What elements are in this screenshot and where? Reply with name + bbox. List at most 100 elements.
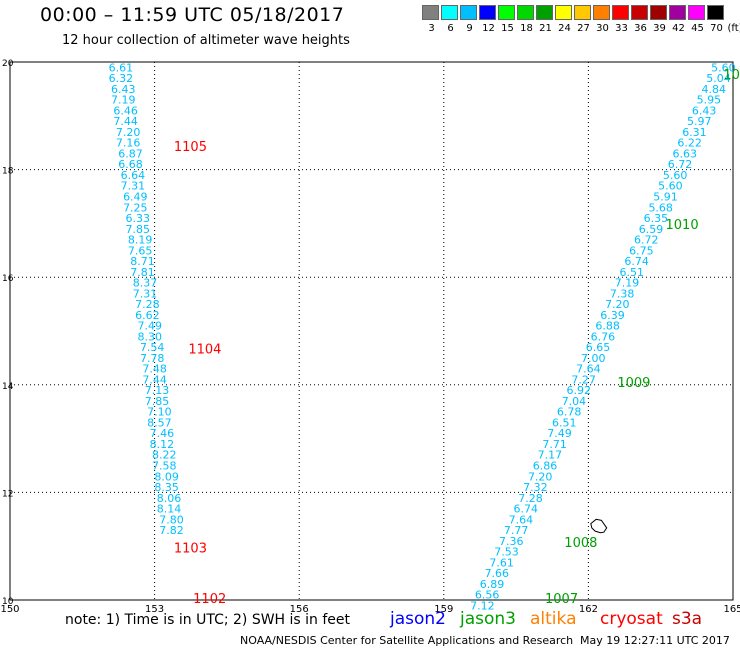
data-point-label: 6.72 <box>634 234 659 247</box>
legend-label: 21 <box>539 23 552 34</box>
data-point-label: 6.51 <box>552 416 577 429</box>
x-tick-label: 159 <box>434 604 453 615</box>
pass-label: 1007 <box>545 592 578 607</box>
data-point-label: 6.62 <box>135 309 160 322</box>
y-tick-label: 10 <box>2 597 14 607</box>
data-point-label: 7.04 <box>562 395 587 408</box>
data-point-label: 7.28 <box>518 492 543 505</box>
data-point-label: 7.49 <box>138 320 163 333</box>
satellite-cryosat: cryosat <box>600 609 663 629</box>
legend-label: 3 <box>428 23 435 34</box>
data-point-label: 7.54 <box>140 341 165 354</box>
data-point-label: 7.77 <box>504 524 529 537</box>
legend-label: 33 <box>615 23 628 34</box>
data-point-label: 7.19 <box>111 94 136 107</box>
legend-label: 24 <box>558 23 571 34</box>
legend-unit: (ft) <box>727 23 740 34</box>
data-point-label: 6.74 <box>624 255 649 268</box>
legend-label: 39 <box>653 23 666 34</box>
legend-swatch <box>612 5 629 20</box>
data-point-label: 7.31 <box>121 180 146 193</box>
data-point-label: 6.74 <box>513 503 538 516</box>
legend-swatch <box>460 5 477 20</box>
data-point-label: 7.19 <box>615 277 640 290</box>
data-point-label: 8.71 <box>130 255 155 268</box>
data-point-label: 6.75 <box>629 244 654 257</box>
data-point-label: 6.43 <box>692 104 717 117</box>
legend-label: 18 <box>520 23 533 34</box>
data-point-label: 7.28 <box>135 298 160 311</box>
data-point-label: 5.91 <box>653 191 678 204</box>
data-point-label: 7.20 <box>116 126 141 139</box>
pass-label: 1105 <box>174 140 207 155</box>
data-point-label: 7.16 <box>116 137 141 150</box>
pass-label: 1009 <box>617 376 650 391</box>
legend-label: 36 <box>634 23 647 34</box>
data-point-label: 6.78 <box>557 406 582 419</box>
data-point-label: 7.58 <box>152 460 177 473</box>
legend-swatch <box>650 5 667 20</box>
legend-label: 45 <box>691 23 704 34</box>
data-point-label: 6.86 <box>533 460 558 473</box>
data-point-label: 7.46 <box>150 427 175 440</box>
legend-swatch <box>498 5 515 20</box>
legend-label: 12 <box>482 23 495 34</box>
data-point-label: 6.32 <box>109 72 134 85</box>
legend-label: 15 <box>501 23 514 34</box>
data-point-label: 6.68 <box>118 158 143 171</box>
data-point-label: 6.63 <box>673 147 698 160</box>
data-point-label: 7.66 <box>485 567 510 580</box>
data-point-label: 5.60 <box>658 180 683 193</box>
data-point-label: 7.71 <box>542 438 567 451</box>
data-point-label: 6.31 <box>682 126 707 139</box>
chart-subtitle: 12 hour collection of altimeter wave hei… <box>62 33 350 48</box>
data-point-label: 7.10 <box>147 406 172 419</box>
data-point-label: 7.85 <box>125 223 150 236</box>
legend-swatch <box>479 5 496 20</box>
pass-label: 1010 <box>666 218 699 233</box>
data-point-label: 5.04 <box>706 72 731 85</box>
data-point-label: 6.76 <box>591 330 616 343</box>
data-point-label: 7.31 <box>133 287 158 300</box>
data-point-label: 7.20 <box>528 470 553 483</box>
data-point-label: 8.09 <box>154 470 179 483</box>
legend-label: 27 <box>577 23 590 34</box>
legend-swatch <box>441 5 458 20</box>
x-tick-label: 165 <box>723 604 740 615</box>
data-point-label: 7.64 <box>509 513 534 526</box>
y-tick-label: 12 <box>2 489 13 499</box>
data-point-label: 8.37 <box>133 277 158 290</box>
y-tick-label: 14 <box>2 382 14 392</box>
data-point-label: 7.32 <box>523 481 548 494</box>
credit-text: NOAA/NESDIS Center for Satellite Applica… <box>240 634 574 647</box>
satellite-s3a: s3a <box>672 609 703 629</box>
pass-label: 1103 <box>174 541 207 556</box>
data-point-label: 7.64 <box>576 363 601 376</box>
data-point-label: 8.19 <box>128 234 153 247</box>
data-point-label: 7.12 <box>470 599 495 612</box>
data-point-label: 5.97 <box>687 115 712 128</box>
legend-swatch <box>555 5 572 20</box>
legend-label: 70 <box>710 23 723 34</box>
x-tick-label: 150 <box>0 604 19 615</box>
y-tick-label: 20 <box>2 59 14 69</box>
data-point-label: 6.88 <box>595 320 620 333</box>
data-point-label: 7.00 <box>581 352 606 365</box>
data-point-label: 7.48 <box>142 363 167 376</box>
legend-swatch <box>422 5 439 20</box>
legend-label: 9 <box>466 23 473 34</box>
data-point-label: 7.44 <box>113 115 138 128</box>
legend-swatch <box>669 5 686 20</box>
legend-swatch <box>688 5 705 20</box>
legend-swatch <box>517 5 534 20</box>
data-point-label: 6.35 <box>644 212 669 225</box>
legend-swatch <box>631 5 648 20</box>
data-point-label: 7.44 <box>142 373 167 386</box>
satellite-altika: altika <box>530 609 577 629</box>
pass-label: 10 <box>723 68 740 83</box>
data-point-label: 7.13 <box>145 384 170 397</box>
data-point-label: 7.17 <box>538 449 563 462</box>
data-point-label: 6.39 <box>600 309 625 322</box>
data-point-label: 6.43 <box>111 83 136 96</box>
